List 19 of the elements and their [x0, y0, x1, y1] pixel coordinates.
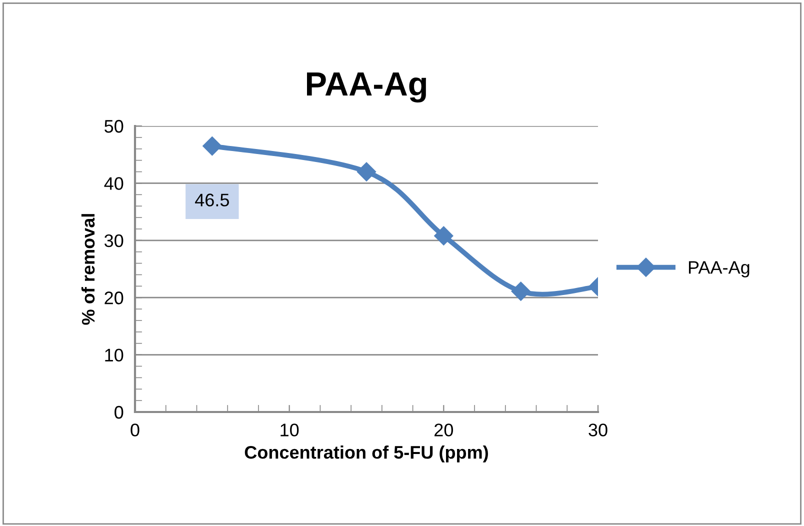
- y-tick-label: 20: [104, 292, 124, 304]
- legend-label: PAA-Ag: [688, 261, 750, 278]
- point: [434, 226, 454, 246]
- x-tick-label: 0: [130, 424, 140, 436]
- y-tick-label: 0: [114, 406, 124, 419]
- chart-title: PAA-Ag: [307, 72, 426, 103]
- x-tick-label: 30: [588, 424, 608, 436]
- point: [511, 282, 530, 301]
- point: [356, 162, 376, 182]
- y-tick-label: 50: [104, 120, 124, 133]
- x-tick-label: 20: [434, 424, 454, 436]
- y-tick-label: 40: [104, 177, 124, 190]
- x-axis-title: Concentration of 5-FU (ppm): [244, 446, 488, 462]
- y-axis-title: % of removal: [81, 214, 95, 325]
- annotation: 46.5: [195, 194, 229, 206]
- x-tick-label: 10: [280, 424, 299, 436]
- y-tick-label: 10: [105, 348, 124, 362]
- point: [202, 136, 222, 156]
- y-tick-label: 30: [104, 234, 124, 248]
